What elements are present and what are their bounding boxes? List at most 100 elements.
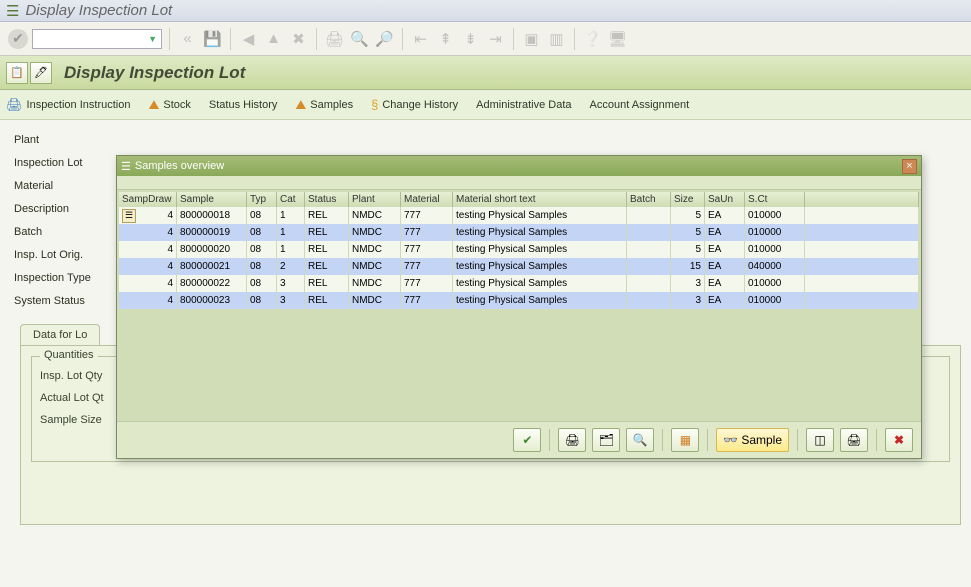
table-row[interactable]: 4800000022083RELNMDC777testing Physical …	[119, 275, 919, 292]
save-icon[interactable]: 💾	[202, 28, 223, 49]
button-divider	[876, 429, 877, 451]
export-button[interactable]: 🖨	[840, 428, 868, 452]
cell-saun: EA	[705, 241, 745, 258]
col-status[interactable]: Status	[305, 192, 349, 207]
cell-typ: 08	[247, 258, 277, 275]
col-batch[interactable]: Batch	[627, 192, 671, 207]
cell-batch	[627, 292, 671, 309]
cell-status: REL	[305, 275, 349, 292]
cell-batch	[627, 275, 671, 292]
cancel-button[interactable]: ✖	[885, 428, 913, 452]
sample-button-label: Sample	[741, 433, 782, 447]
label: Status History	[209, 99, 277, 111]
cell-material: 777	[401, 275, 453, 292]
cell-saun: EA	[705, 275, 745, 292]
cell-typ: 08	[247, 224, 277, 241]
first-page-icon[interactable]: ⇤	[410, 28, 431, 49]
status-history-button[interactable]: Status History	[209, 99, 277, 111]
cell-size: 15	[671, 258, 705, 275]
toolbar-divider	[513, 28, 514, 50]
glasses-icon: 👓	[723, 433, 738, 447]
cancel-icon[interactable]: ✖	[288, 28, 309, 49]
label: Change History	[382, 99, 458, 111]
layout-icon[interactable]: ▥	[546, 28, 567, 49]
header-btn-2[interactable]: 🖊	[30, 62, 52, 84]
next-page-icon[interactable]: ⇟	[460, 28, 481, 49]
command-field[interactable]: ▼	[32, 29, 162, 49]
cell-typ: 08	[247, 275, 277, 292]
cell-filler	[805, 258, 919, 275]
dialog-button-bar: ✔ 🖨 🗂 🔍 ▦ 👓 Sample ◫ 🖨 ✖	[117, 421, 921, 458]
dialog-close-button[interactable]: ×	[902, 159, 917, 174]
inspection-instruction-button[interactable]: 🖨 Inspection Instruction	[6, 97, 130, 113]
cell-cat: 1	[277, 224, 305, 241]
cell-sct: 010000	[745, 224, 805, 241]
cell-size: 5	[671, 241, 705, 258]
label: Account Assignment	[590, 99, 690, 111]
row-handle-icon[interactable]: ☰	[122, 209, 136, 223]
find-next-icon[interactable]: 🔎	[374, 28, 395, 49]
col-sampdraw[interactable]: SampDraw	[119, 192, 177, 207]
cell-sampdraw: ☰ 4	[119, 207, 177, 224]
back-icon[interactable]: ◀	[238, 28, 259, 49]
tab-data-for-lot[interactable]: Data for Lo	[20, 324, 100, 345]
cell-plant: NMDC	[349, 275, 401, 292]
change-history-button[interactable]: § Change History	[371, 97, 458, 112]
samples-button[interactable]: ⛰ Samples	[295, 97, 353, 113]
columns-button[interactable]: ◫	[806, 428, 834, 452]
cell-text: testing Physical Samples	[453, 292, 627, 309]
sample-button[interactable]: 👓 Sample	[716, 428, 789, 452]
change-icon: §	[371, 97, 378, 112]
cell-batch	[627, 224, 671, 241]
col-plant[interactable]: Plant	[349, 192, 401, 207]
button-divider	[797, 429, 798, 451]
cell-cat: 3	[277, 275, 305, 292]
grid-body: ☰ 4800000018081RELNMDC777testing Physica…	[119, 207, 919, 309]
nav-back-icon[interactable]: «	[177, 28, 198, 49]
cell-material: 777	[401, 292, 453, 309]
exit-icon[interactable]: ▲	[263, 28, 284, 49]
accept-button[interactable]: ✔	[513, 428, 541, 452]
find-icon[interactable]: 🔍	[349, 28, 370, 49]
print-button[interactable]: 🖨	[558, 428, 586, 452]
col-sample[interactable]: Sample	[177, 192, 247, 207]
prev-page-icon[interactable]: ⇞	[435, 28, 456, 49]
col-material[interactable]: Material	[401, 192, 453, 207]
search-button[interactable]: 🔍	[626, 428, 654, 452]
col-sct[interactable]: S.Ct	[745, 192, 805, 207]
cell-text: testing Physical Samples	[453, 258, 627, 275]
help-icon[interactable]: ❔	[582, 28, 603, 49]
admin-data-button[interactable]: Administrative Data	[476, 99, 571, 111]
table-row[interactable]: 4800000021082RELNMDC777testing Physical …	[119, 258, 919, 275]
cell-sct: 010000	[745, 292, 805, 309]
settings-icon[interactable]: 🖥	[607, 28, 628, 49]
stock-button[interactable]: ⛰ Stock	[148, 97, 190, 113]
new-session-icon[interactable]: ▣	[521, 28, 542, 49]
table-row[interactable]: 4800000019081RELNMDC777testing Physical …	[119, 224, 919, 241]
table-row[interactable]: 4800000023083RELNMDC777testing Physical …	[119, 292, 919, 309]
ok-icon[interactable]: ✔	[8, 29, 28, 49]
col-typ[interactable]: Typ	[247, 192, 277, 207]
cell-batch	[627, 241, 671, 258]
header-btn-1[interactable]: 📋	[6, 62, 28, 84]
label: Administrative Data	[476, 99, 571, 111]
col-saun[interactable]: SaUn	[705, 192, 745, 207]
print-icon[interactable]: 🖨	[324, 28, 345, 49]
plant-label: Plant	[14, 134, 144, 146]
col-size[interactable]: Size	[671, 192, 705, 207]
account-assignment-button[interactable]: Account Assignment	[590, 99, 690, 111]
last-page-icon[interactable]: ⇥	[485, 28, 506, 49]
window-title: Display Inspection Lot	[25, 2, 172, 19]
grid-button[interactable]: ▦	[671, 428, 699, 452]
cell-plant: NMDC	[349, 258, 401, 275]
table-row[interactable]: ☰ 4800000018081RELNMDC777testing Physica…	[119, 207, 919, 224]
col-cat[interactable]: Cat	[277, 192, 305, 207]
col-material-text[interactable]: Material short text	[453, 192, 627, 207]
table-row[interactable]: 4800000020081RELNMDC777testing Physical …	[119, 241, 919, 258]
window-menu-icon[interactable]: ☰	[6, 2, 19, 20]
toolbar-divider	[230, 28, 231, 50]
cell-material: 777	[401, 241, 453, 258]
cell-saun: EA	[705, 224, 745, 241]
filter-button[interactable]: 🗂	[592, 428, 620, 452]
dialog-icon: ☰	[121, 160, 131, 173]
